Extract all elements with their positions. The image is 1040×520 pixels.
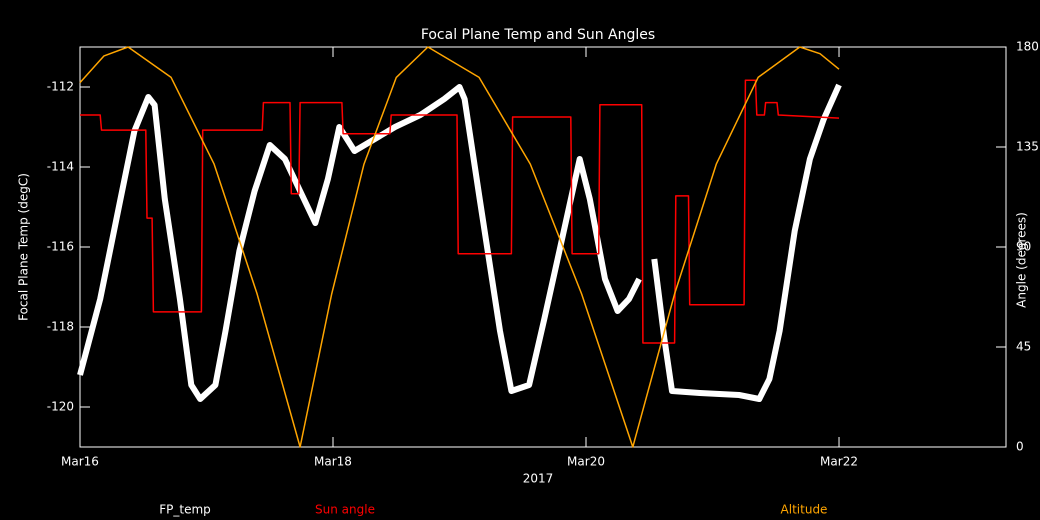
y2-axis-label: Angle (degrees) <box>1015 212 1029 308</box>
y2-tick-label: 180 <box>1016 40 1039 54</box>
x-tick-label: Mar22 <box>820 455 858 469</box>
legend-entry: FP_temp <box>159 503 211 517</box>
y2-tick-label: 0 <box>1016 440 1024 454</box>
y-tick-label: -112 <box>47 80 74 94</box>
y-tick-label: -114 <box>47 160 74 174</box>
x-tick-label: Mar18 <box>314 455 352 469</box>
y2-tick-label: 90 <box>1016 240 1031 254</box>
x-tick-label: Mar20 <box>567 455 605 469</box>
legend-entry: Altitude <box>781 503 828 517</box>
y-tick-label: -120 <box>47 400 74 414</box>
series-line <box>77 83 842 402</box>
y-tick-label: -118 <box>47 320 74 334</box>
y-axis-label: Focal Plane Temp (degC) <box>17 173 31 321</box>
x-axis-label: 2017 <box>523 472 554 486</box>
y2-tick-label: 135 <box>1016 140 1039 154</box>
series-line <box>79 46 840 448</box>
series-line <box>80 79 840 344</box>
legend-entry: Sun angle <box>315 503 375 517</box>
y-tick-label: -116 <box>47 240 74 254</box>
chart-title: Focal Plane Temp and Sun Angles <box>421 27 655 43</box>
plot-frame <box>79 46 1007 448</box>
y2-tick-label: 45 <box>1016 340 1031 354</box>
x-tick-label: Mar16 <box>61 455 99 469</box>
